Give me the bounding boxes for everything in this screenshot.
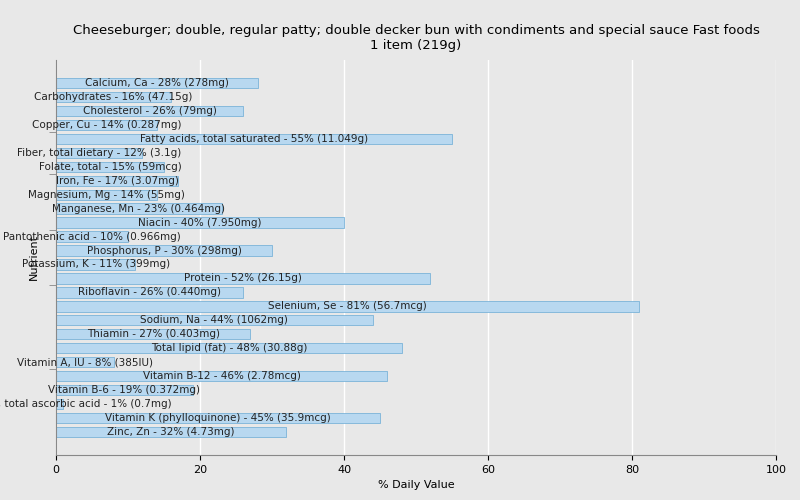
Text: Niacin - 40% (7.950mg): Niacin - 40% (7.950mg) xyxy=(138,218,262,228)
Text: Potassium, K - 11% (399mg): Potassium, K - 11% (399mg) xyxy=(22,260,170,270)
Text: Thiamin - 27% (0.403mg): Thiamin - 27% (0.403mg) xyxy=(86,329,220,339)
Text: Total lipid (fat) - 48% (30.88g): Total lipid (fat) - 48% (30.88g) xyxy=(150,343,307,353)
Text: Folate, total - 15% (59mcg): Folate, total - 15% (59mcg) xyxy=(38,162,182,172)
Bar xyxy=(56,343,402,353)
Text: Vitamin B-6 - 19% (0.372mg): Vitamin B-6 - 19% (0.372mg) xyxy=(49,385,200,395)
Text: Magnesium, Mg - 14% (55mg): Magnesium, Mg - 14% (55mg) xyxy=(28,190,185,200)
Bar xyxy=(56,398,63,409)
X-axis label: % Daily Value: % Daily Value xyxy=(378,480,454,490)
Text: Phosphorus, P - 30% (298mg): Phosphorus, P - 30% (298mg) xyxy=(86,246,242,256)
Bar xyxy=(56,287,243,298)
Text: Riboflavin - 26% (0.440mg): Riboflavin - 26% (0.440mg) xyxy=(78,288,221,298)
Text: Protein - 52% (26.15g): Protein - 52% (26.15g) xyxy=(184,274,302,283)
Bar xyxy=(56,385,193,395)
Title: Cheeseburger; double, regular patty; double decker bun with condiments and speci: Cheeseburger; double, regular patty; dou… xyxy=(73,24,759,52)
Text: Sodium, Na - 44% (1062mg): Sodium, Na - 44% (1062mg) xyxy=(141,316,288,326)
Bar xyxy=(56,329,250,340)
Text: Zinc, Zn - 32% (4.73mg): Zinc, Zn - 32% (4.73mg) xyxy=(107,427,235,437)
Bar xyxy=(56,134,452,144)
Bar xyxy=(56,315,373,326)
Text: Calcium, Ca - 28% (278mg): Calcium, Ca - 28% (278mg) xyxy=(85,78,229,88)
Bar xyxy=(56,162,164,172)
Bar xyxy=(56,218,344,228)
Bar xyxy=(56,232,128,242)
Text: Carbohydrates - 16% (47.15g): Carbohydrates - 16% (47.15g) xyxy=(34,92,193,102)
Text: Copper, Cu - 14% (0.287mg): Copper, Cu - 14% (0.287mg) xyxy=(32,120,181,130)
Bar xyxy=(56,357,114,368)
Bar xyxy=(56,301,639,312)
Bar xyxy=(56,259,135,270)
Text: Selenium, Se - 81% (56.7mcg): Selenium, Se - 81% (56.7mcg) xyxy=(268,302,427,312)
Bar xyxy=(56,176,178,186)
Bar xyxy=(56,371,387,382)
Text: Vitamin K (phylloquinone) - 45% (35.9mcg): Vitamin K (phylloquinone) - 45% (35.9mcg… xyxy=(105,413,331,423)
Bar xyxy=(56,426,286,437)
Bar xyxy=(56,78,258,88)
Bar xyxy=(56,412,380,423)
Bar xyxy=(56,106,243,117)
Text: Fiber, total dietary - 12% (3.1g): Fiber, total dietary - 12% (3.1g) xyxy=(17,148,182,158)
Bar xyxy=(56,246,272,256)
Text: Vitamin B-12 - 46% (2.78mcg): Vitamin B-12 - 46% (2.78mcg) xyxy=(142,371,301,381)
Bar xyxy=(56,204,222,214)
Text: Vitamin A, IU - 8% (385IU): Vitamin A, IU - 8% (385IU) xyxy=(17,357,153,367)
Bar xyxy=(56,120,157,130)
Y-axis label: Nutrient: Nutrient xyxy=(29,234,38,281)
Bar xyxy=(56,148,142,158)
Bar xyxy=(56,273,430,283)
Text: Vitamin C, total ascorbic acid - 1% (0.7mg): Vitamin C, total ascorbic acid - 1% (0.7… xyxy=(0,399,172,409)
Text: Pantothenic acid - 10% (0.966mg): Pantothenic acid - 10% (0.966mg) xyxy=(3,232,181,241)
Text: Cholesterol - 26% (79mg): Cholesterol - 26% (79mg) xyxy=(82,106,217,116)
Text: Manganese, Mn - 23% (0.464mg): Manganese, Mn - 23% (0.464mg) xyxy=(52,204,226,214)
Text: Fatty acids, total saturated - 55% (11.049g): Fatty acids, total saturated - 55% (11.0… xyxy=(140,134,368,144)
Text: Iron, Fe - 17% (3.07mg): Iron, Fe - 17% (3.07mg) xyxy=(56,176,178,186)
Bar xyxy=(56,92,171,102)
Bar xyxy=(56,190,157,200)
